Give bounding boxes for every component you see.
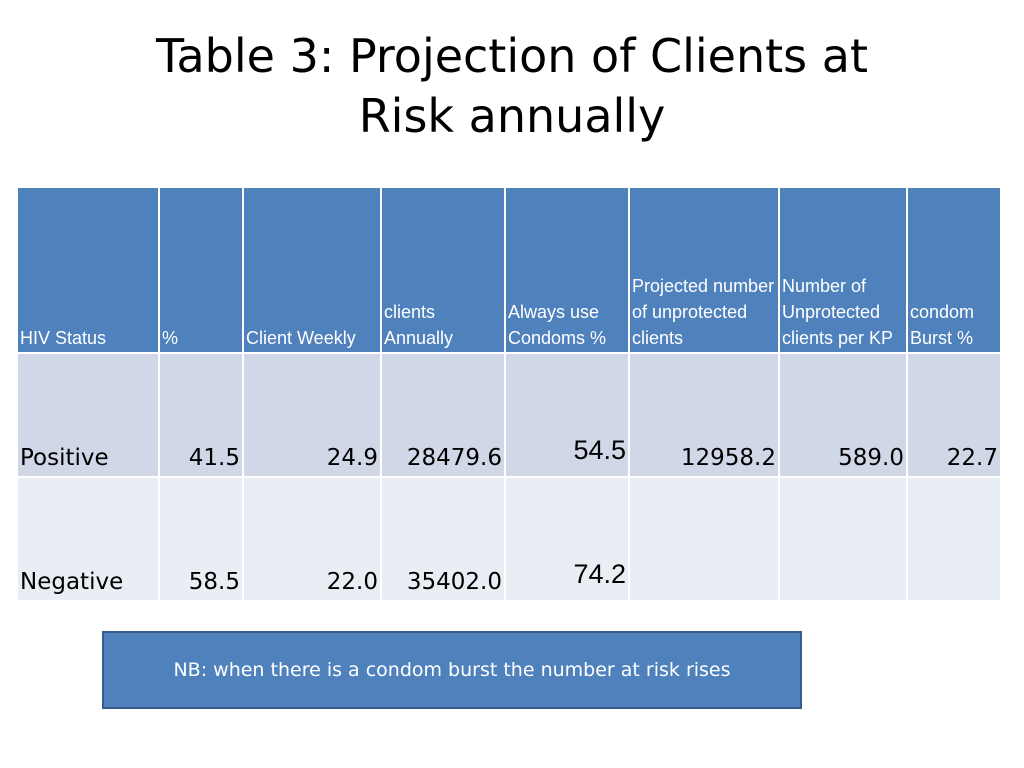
cell-client-weekly: 22.0 bbox=[242, 476, 382, 602]
table-body: Positive 41.5 24.9 28479.6 54.5 12958.2 … bbox=[16, 352, 1002, 602]
cell-percent: 58.5 bbox=[158, 476, 244, 602]
table-header: HIV Status % Client Weekly clients Annua… bbox=[16, 186, 1002, 354]
table-row-negative: Negative 58.5 22.0 35402.0 74.2 bbox=[16, 476, 1002, 602]
note-box: NB: when there is a condom burst the num… bbox=[102, 631, 802, 709]
cell-always-use-condoms: 74.2 bbox=[504, 476, 630, 602]
cell-condom-burst bbox=[906, 476, 1002, 602]
header-always-use-condoms: Always use Condoms % bbox=[504, 186, 630, 354]
projection-table: HIV Status % Client Weekly clients Annua… bbox=[16, 186, 1002, 602]
cell-hiv-status: Positive bbox=[16, 352, 160, 478]
cell-projected-unprotected bbox=[628, 476, 780, 602]
cell-always-use-condoms: 54.5 bbox=[504, 352, 630, 478]
table-row-positive: Positive 41.5 24.9 28479.6 54.5 12958.2 … bbox=[16, 352, 1002, 478]
cell-client-weekly: 24.9 bbox=[242, 352, 382, 478]
header-projected-unprotected: Projected number of unprotected clients bbox=[628, 186, 780, 354]
slide-title-line-2: Risk annually bbox=[358, 89, 666, 143]
header-percent: % bbox=[158, 186, 244, 354]
header-row: HIV Status % Client Weekly clients Annua… bbox=[16, 186, 1002, 354]
header-client-weekly: Client Weekly bbox=[242, 186, 382, 354]
note-text: NB: when there is a condom burst the num… bbox=[173, 659, 731, 681]
cell-hiv-status: Negative bbox=[16, 476, 160, 602]
cell-clients-annually: 35402.0 bbox=[380, 476, 506, 602]
slide-title: Table 3: Projection of Clients at Risk a… bbox=[0, 26, 1024, 146]
header-condom-burst: condom Burst % bbox=[906, 186, 1002, 354]
cell-percent: 41.5 bbox=[158, 352, 244, 478]
cell-condom-burst: 22.7 bbox=[906, 352, 1002, 478]
cell-projected-unprotected: 12958.2 bbox=[628, 352, 780, 478]
header-clients-annually: clients Annually bbox=[380, 186, 506, 354]
cell-unprotected-per-kp: 589.0 bbox=[778, 352, 908, 478]
slide-title-line-1: Table 3: Projection of Clients at bbox=[156, 29, 868, 83]
header-unprotected-per-kp: Number of Unprotected clients per KP bbox=[778, 186, 908, 354]
header-hiv-status: HIV Status bbox=[16, 186, 160, 354]
cell-clients-annually: 28479.6 bbox=[380, 352, 506, 478]
cell-unprotected-per-kp bbox=[778, 476, 908, 602]
